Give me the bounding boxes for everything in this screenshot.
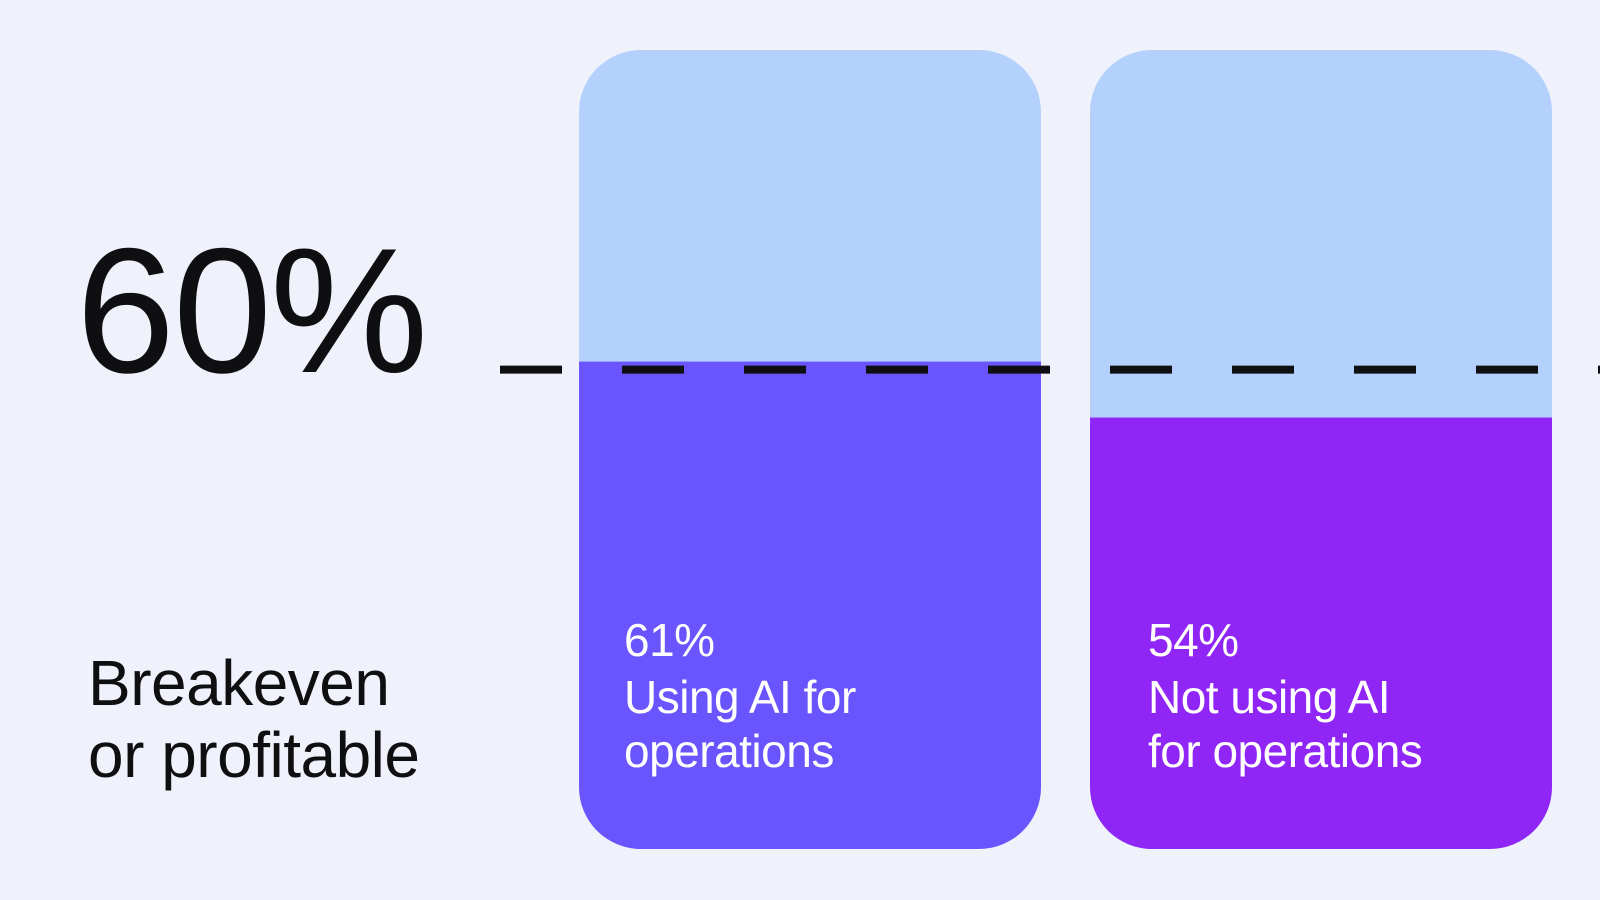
bar-group-1 [1090, 50, 1552, 849]
threshold-value: 60% [76, 211, 428, 410]
bar-label-not-using-ai: 54% Not using AI for operations [1148, 612, 1528, 778]
bar-fill-not-using-ai [1090, 417, 1552, 849]
bar-category-line-0a: Using AI for [624, 670, 856, 723]
threshold-caption-line2: or profitable [88, 718, 420, 791]
bar-fill-using-ai [579, 361, 1041, 849]
threshold-caption: Breakeven or profitable [88, 647, 508, 791]
bar-group-0 [579, 50, 1041, 849]
bar-label-using-ai: 61% Using AI for operations [624, 612, 984, 778]
bar-category-line-1b: for operations [1148, 724, 1423, 777]
threshold-caption-line1: Breakeven [88, 647, 390, 719]
bar-category-line-0b: operations [624, 724, 834, 777]
bar-value-label-1: 54% [1148, 614, 1239, 666]
bar-value-label-0: 61% [624, 614, 715, 666]
bar-category-line-1a: Not using AI [1148, 670, 1391, 723]
